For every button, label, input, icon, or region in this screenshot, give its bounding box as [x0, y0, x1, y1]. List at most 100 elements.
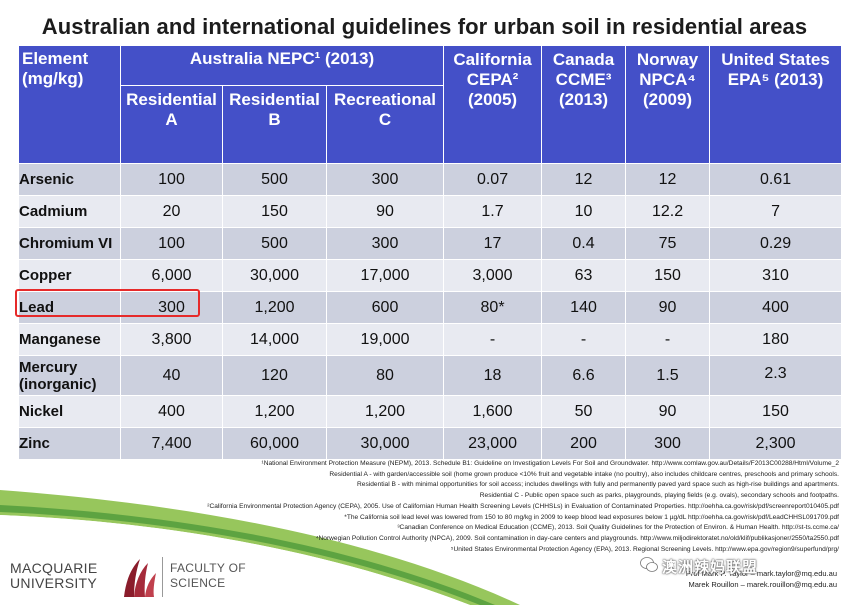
value-recreational-c: 17,000	[325, 259, 445, 292]
table-row: Zinc 7,400 60,000 30,000 23,000 200 300 …	[18, 427, 843, 460]
watermark-text: 澳洲辣妈联盟	[662, 559, 759, 576]
lead-highlight-box	[15, 289, 200, 317]
table-row: Arsenic 100 500 300 0.07 12 12 0.61	[18, 163, 843, 196]
value-norway: 150	[625, 259, 711, 292]
footnotes: ¹National Environment Protection Measure…	[19, 459, 839, 555]
footnote: ⁵United States Environmental Protection …	[450, 545, 839, 553]
contact-line: Marek Rouillon – marek.rouillon@mq.edu.a…	[688, 580, 837, 589]
element-name: Nickel	[18, 395, 121, 428]
value-residential-a: 100	[120, 227, 223, 260]
element-name: Mercury (inorganic)	[18, 355, 121, 396]
value-california: -	[443, 323, 543, 356]
value-united-states: 310	[709, 259, 843, 292]
contact-info: Prof Mark P. Taylor – mark.taylor@mq.edu…	[686, 568, 837, 590]
footnote: Residential B - with minimal opportuniti…	[357, 481, 839, 489]
value-california: 1,600	[443, 395, 543, 428]
header-residential-b: Residential B	[222, 85, 327, 164]
value-norway: 90	[625, 395, 711, 428]
value-residential-b: 1,200	[222, 395, 327, 428]
value-united-states: 0.61	[709, 163, 843, 196]
value-recreational-c: 30,000	[325, 427, 445, 460]
fine-print	[710, 384, 841, 387]
element-name: Copper	[18, 259, 121, 292]
element-name: Manganese	[18, 323, 121, 356]
value-residential-a: 3,800	[120, 323, 223, 356]
value-united-states: 7	[709, 195, 843, 228]
value-canada: 0.4	[541, 227, 627, 260]
value-residential-a: 100	[120, 163, 223, 196]
value-recreational-c: 80	[325, 355, 445, 396]
logo-divider	[162, 557, 163, 597]
value-recreational-c: 300	[325, 227, 445, 260]
university-name: MACQUARIE UNIVERSITY	[10, 560, 98, 591]
value-norway: 1.5	[625, 355, 711, 396]
value-residential-a: 6,000	[120, 259, 223, 292]
value-united-states: 400	[709, 291, 843, 324]
table-row: Nickel 400 1,200 1,200 1,600 50 90 150	[18, 395, 843, 428]
slide-title: Australian and international guidelines …	[41, 14, 808, 39]
value-california: 3,000	[443, 259, 543, 292]
element-name: Cadmium	[18, 195, 121, 228]
value-california: 23,000	[443, 427, 543, 460]
value-united-states: 180	[709, 323, 843, 356]
table-row: Manganese 3,800 14,000 19,000 - - - 180	[18, 323, 843, 356]
value-residential-a: 7,400	[120, 427, 223, 460]
footnote: ³Canadian Conference on Medical Educatio…	[397, 524, 839, 532]
element-name: Chromium VI	[18, 227, 121, 260]
table-row: Mercury (inorganic) 40 120 80 18 6.6 1.5…	[18, 355, 843, 396]
footnote: ¹National Environment Protection Measure…	[261, 460, 840, 467]
value-text: 2.3	[764, 364, 787, 382]
footnote: Residential A - with garden/accessible s…	[329, 470, 839, 478]
header-norway: Norway NPCA⁴ (2009)	[625, 45, 711, 164]
value-recreational-c: 19,000	[325, 323, 445, 356]
value-california: 80*	[443, 291, 543, 324]
header-element: Element (mg/kg)	[18, 45, 121, 164]
value-recreational-c: 300	[325, 163, 445, 196]
wechat-icon	[640, 557, 658, 572]
contact-line: Prof Mark P. Taylor – mark.taylor@mq.edu…	[685, 569, 837, 578]
value-residential-b: 500	[222, 227, 327, 260]
value-canada: 50	[541, 395, 627, 428]
value-california: 17	[443, 227, 543, 260]
value-norway: 75	[625, 227, 711, 260]
footnote: ⁴Norwegian Pollution Control Authority (…	[315, 534, 839, 542]
footnote: Residential C - Public open space such a…	[479, 492, 839, 500]
value-canada: 6.6	[541, 355, 627, 396]
footnote: ²California Environmental Protection Age…	[207, 502, 839, 510]
table-row: Copper 6,000 30,000 17,000 3,000 63 150 …	[18, 259, 843, 292]
table-row-lead: Lead 300 1,200 600 80* 140 90 400	[18, 291, 843, 324]
value-canada: 140	[541, 291, 627, 324]
value-united-states: 150	[709, 395, 843, 428]
header-united-states: United States EPA⁵ (2013)	[709, 45, 843, 164]
header-california: California CEPA² (2005)	[443, 45, 543, 164]
value-residential-b: 60,000	[222, 427, 327, 460]
value-recreational-c: 1,200	[325, 395, 445, 428]
header-canada: Canada CCME³ (2013)	[541, 45, 627, 164]
guidelines-table: Element (mg/kg) Australia NEPC¹ (2013) C…	[18, 45, 843, 460]
header-recreational-c: Recreational C	[325, 85, 445, 164]
value-united-states: 2.3	[709, 355, 843, 396]
value-residential-b: 14,000	[222, 323, 327, 356]
value-california: 0.07	[443, 163, 543, 196]
element-name: Arsenic	[18, 163, 121, 196]
value-california: 18	[443, 355, 543, 396]
value-norway: 90	[625, 291, 711, 324]
value-recreational-c: 90	[325, 195, 445, 228]
table-row: Chromium VI 100 500 300 17 0.4 75 0.29	[18, 227, 843, 260]
value-canada: 12	[541, 163, 627, 196]
value-norway: -	[625, 323, 711, 356]
element-name: Zinc	[18, 427, 121, 460]
faculty-name: FACULTY OF SCIENCE	[170, 561, 246, 590]
value-canada: 200	[541, 427, 627, 460]
value-norway: 12	[625, 163, 711, 196]
value-residential-b: 120	[222, 355, 327, 396]
value-residential-a: 20	[120, 195, 223, 228]
value-residential-b: 150	[222, 195, 327, 228]
value-residential-b: 500	[222, 163, 327, 196]
lighthouse-emblem-icon	[124, 559, 156, 597]
value-california: 1.7	[443, 195, 543, 228]
header-australia-nepc: Australia NEPC¹ (2013)	[119, 45, 445, 86]
value-canada: 63	[541, 259, 627, 292]
macquarie-logo: MACQUARIE UNIVERSITY FACULTY OF SCIENCE	[10, 555, 250, 603]
element-name: Lead	[18, 291, 121, 324]
